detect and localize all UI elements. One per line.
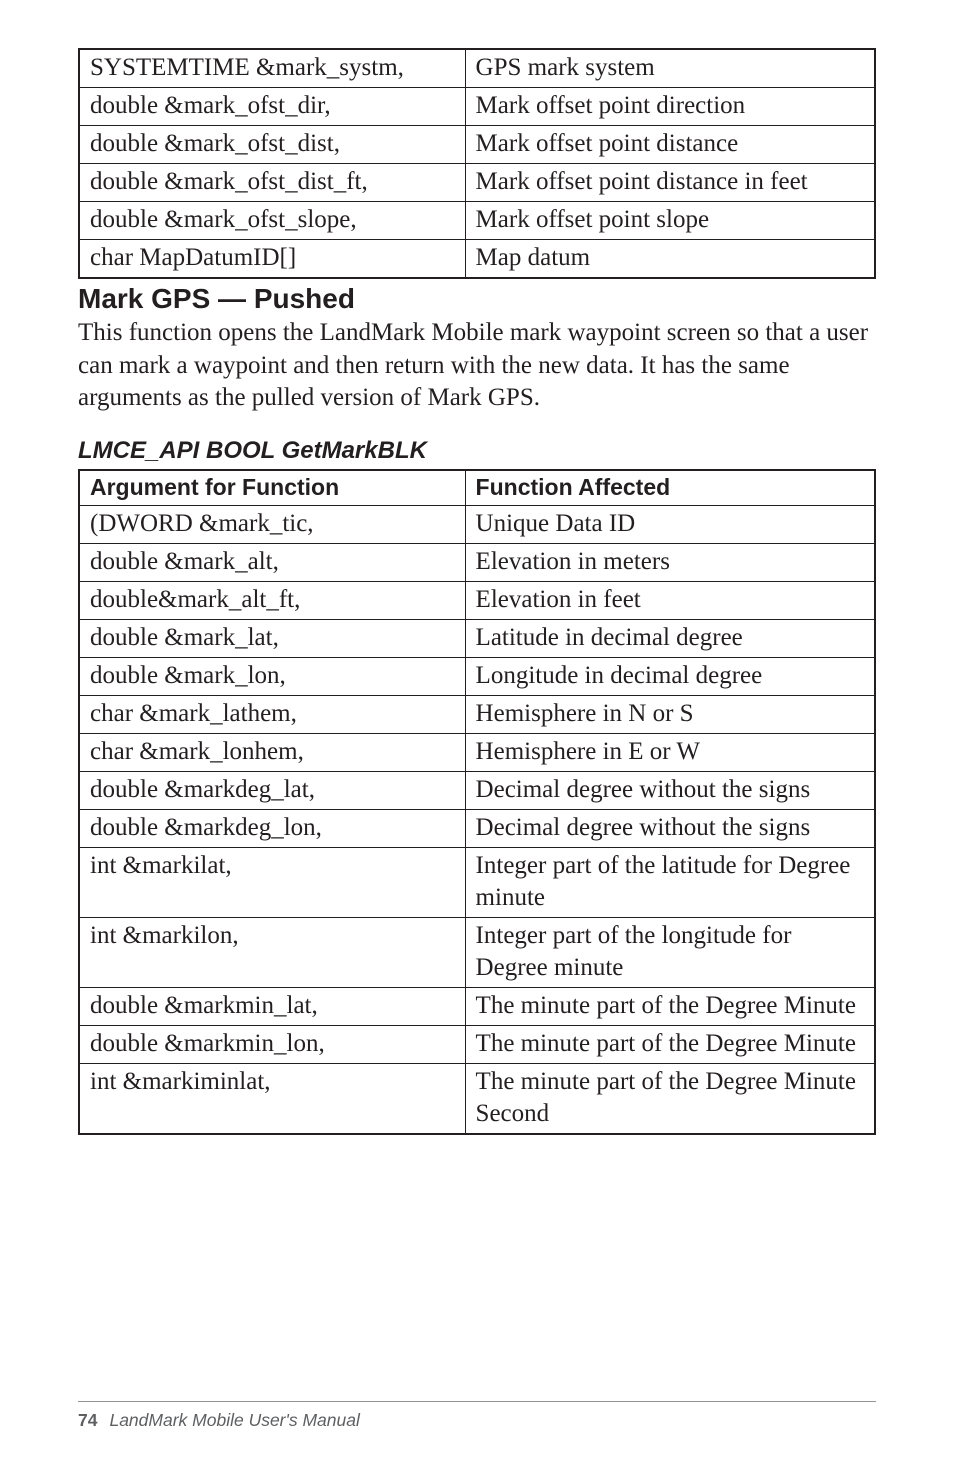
table-title-getmarkblk: LMCE_API BOOL GetMarkBLK <box>78 437 876 465</box>
table-row: double &mark_lon, Longitude in decimal d… <box>79 658 875 696</box>
table-row: double &mark_ofst_dist_ft, Mark offset p… <box>79 164 875 202</box>
cell-desc: Elevation in meters <box>465 544 875 582</box>
cell-arg: double&mark_alt_ft, <box>79 582 465 620</box>
cell-arg: int &markilon, <box>79 918 465 988</box>
table-row: double&mark_alt_ft, Elevation in feet <box>79 582 875 620</box>
footer-rule <box>78 1401 876 1402</box>
cell-desc: Longitude in decimal degree <box>465 658 875 696</box>
cell-desc: Mark offset point slope <box>465 202 875 240</box>
cell-arg: double &mark_lon, <box>79 658 465 696</box>
table-row: SYSTEMTIME &mark_systm, GPS mark system <box>79 49 875 88</box>
cell-desc: Hemisphere in N or S <box>465 696 875 734</box>
table-row: double &mark_ofst_dir, Mark offset point… <box>79 88 875 126</box>
cell-desc: Integer part of the longitude for Degree… <box>465 918 875 988</box>
table-row: char &mark_lathem, Hemisphere in N or S <box>79 696 875 734</box>
table-row: int &markilon, Integer part of the longi… <box>79 918 875 988</box>
cell-arg: (DWORD &mark_tic, <box>79 506 465 544</box>
cell-desc: The minute part of the Degree Minute <box>465 1026 875 1064</box>
table-row: double &mark_lat, Latitude in decimal de… <box>79 620 875 658</box>
table-row: char MapDatumID[] Map datum <box>79 240 875 279</box>
cell-desc: The minute part of the Degree Minute <box>465 988 875 1026</box>
table-gps-mark-continued: SYSTEMTIME &mark_systm, GPS mark system … <box>78 48 876 279</box>
footer-text: 74 LandMark Mobile User's Manual <box>78 1410 876 1431</box>
cell-arg: char &mark_lonhem, <box>79 734 465 772</box>
cell-arg: double &markdeg_lat, <box>79 772 465 810</box>
table-row: double &mark_ofst_dist, Mark offset poin… <box>79 126 875 164</box>
cell-arg: int &markilat, <box>79 848 465 918</box>
table-row: double &mark_alt, Elevation in meters <box>79 544 875 582</box>
cell-arg: char &mark_lathem, <box>79 696 465 734</box>
section-heading-mark-gps-pushed: Mark GPS — Pushed <box>78 283 876 315</box>
col-header-function: Function Affected <box>465 470 875 506</box>
table-header-row: Argument for Function Function Affected <box>79 470 875 506</box>
cell-desc: Unique Data ID <box>465 506 875 544</box>
table-row: double &markdeg_lat, Decimal degree with… <box>79 772 875 810</box>
col-header-argument: Argument for Function <box>79 470 465 506</box>
cell-desc: GPS mark system <box>465 49 875 88</box>
cell-desc: Mark offset point distance in feet <box>465 164 875 202</box>
table-row: (DWORD &mark_tic, Unique Data ID <box>79 506 875 544</box>
table-row: double &markdeg_lon, Decimal degree with… <box>79 810 875 848</box>
cell-desc: Elevation in feet <box>465 582 875 620</box>
cell-desc: Decimal degree without the signs <box>465 772 875 810</box>
table-row: int &markilat, Integer part of the latit… <box>79 848 875 918</box>
cell-desc: Latitude in decimal degree <box>465 620 875 658</box>
cell-arg: double &mark_lat, <box>79 620 465 658</box>
cell-desc: Decimal degree without the signs <box>465 810 875 848</box>
cell-arg: double &markmin_lon, <box>79 1026 465 1064</box>
cell-arg: double &markmin_lat, <box>79 988 465 1026</box>
cell-desc: Mark offset point direction <box>465 88 875 126</box>
table-row: char &mark_lonhem, Hemisphere in E or W <box>79 734 875 772</box>
page-footer: 74 LandMark Mobile User's Manual <box>78 1377 876 1431</box>
cell-desc: Map datum <box>465 240 875 279</box>
cell-arg: double &mark_alt, <box>79 544 465 582</box>
cell-desc: Integer part of the latitude for Degree … <box>465 848 875 918</box>
cell-desc: Hemisphere in E or W <box>465 734 875 772</box>
cell-arg: double &mark_ofst_dir, <box>79 88 465 126</box>
table-row: int &markiminlat, The minute part of the… <box>79 1064 875 1135</box>
cell-desc: The minute part of the Degree Minute Sec… <box>465 1064 875 1135</box>
table-row: double &markmin_lat, The minute part of … <box>79 988 875 1026</box>
cell-arg: double &mark_ofst_dist, <box>79 126 465 164</box>
page-number: 74 <box>78 1410 97 1430</box>
table-row: double &mark_ofst_slope, Mark offset poi… <box>79 202 875 240</box>
table-getmarkblk: Argument for Function Function Affected … <box>78 469 876 1135</box>
cell-arg: double &mark_ofst_slope, <box>79 202 465 240</box>
section-paragraph: This function opens the LandMark Mobile … <box>78 317 876 415</box>
cell-arg: SYSTEMTIME &mark_systm, <box>79 49 465 88</box>
table-row: double &markmin_lon, The minute part of … <box>79 1026 875 1064</box>
cell-arg: double &markdeg_lon, <box>79 810 465 848</box>
manual-title: LandMark Mobile User's Manual <box>109 1410 359 1430</box>
cell-arg: int &markiminlat, <box>79 1064 465 1135</box>
cell-arg: char MapDatumID[] <box>79 240 465 279</box>
cell-desc: Mark offset point distance <box>465 126 875 164</box>
cell-arg: double &mark_ofst_dist_ft, <box>79 164 465 202</box>
